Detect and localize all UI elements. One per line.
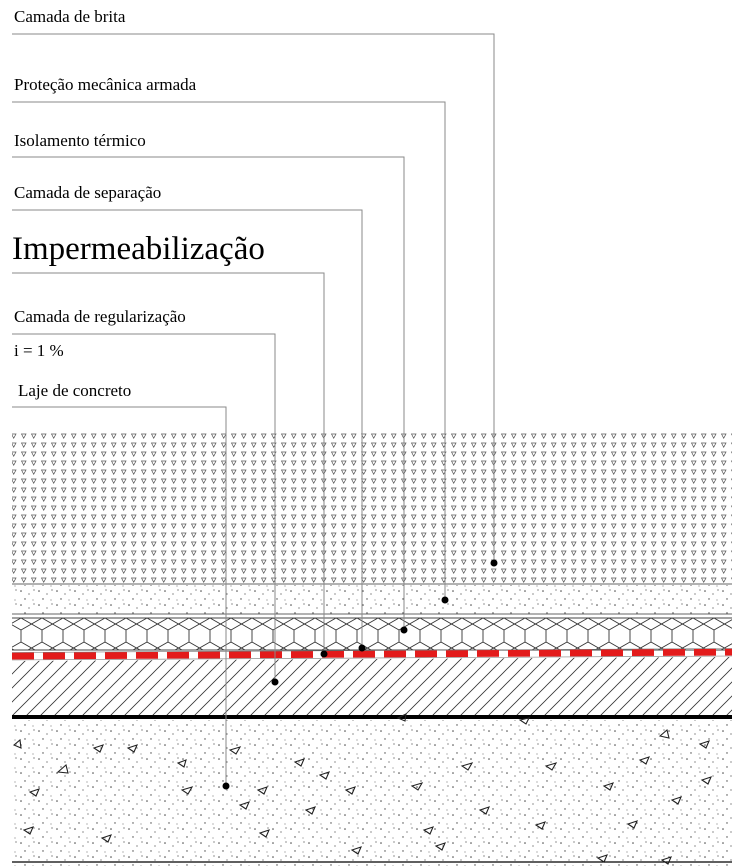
layer-thermal-insulation: [12, 617, 732, 651]
leader-mechanical-protection: [12, 101, 449, 604]
layer-waterproofing-membrane: [11, 648, 732, 661]
layer-mechanical-protection: [12, 585, 732, 615]
label-gravel-layer: Camada de brita: [14, 7, 126, 26]
label-separation-layer: Camada de separação: [14, 183, 161, 202]
leader-thermal-insulation: [12, 156, 408, 634]
label-concrete-slab: Laje de concreto: [18, 381, 131, 400]
label-thermal-insulation: Isolamento térmico: [14, 131, 146, 150]
label-mechanical-protection: Proteção mecânica armada: [14, 75, 197, 94]
label-waterproofing: Impermeabilização: [12, 231, 265, 267]
label-leveling-layer: Camada de regularização: [14, 307, 186, 326]
layer-leveling: [12, 657, 732, 716]
leader-gravel-layer: [12, 33, 498, 567]
leader-leveling-layer: [12, 333, 279, 686]
layer-concrete-slab: [12, 713, 732, 866]
leader-waterproofing: [12, 272, 328, 658]
layer-gravel: [12, 432, 732, 585]
leader-separation-layer: [12, 209, 366, 652]
label-slope: i = 1 %: [14, 341, 64, 360]
leader-concrete-slab: [12, 406, 230, 790]
